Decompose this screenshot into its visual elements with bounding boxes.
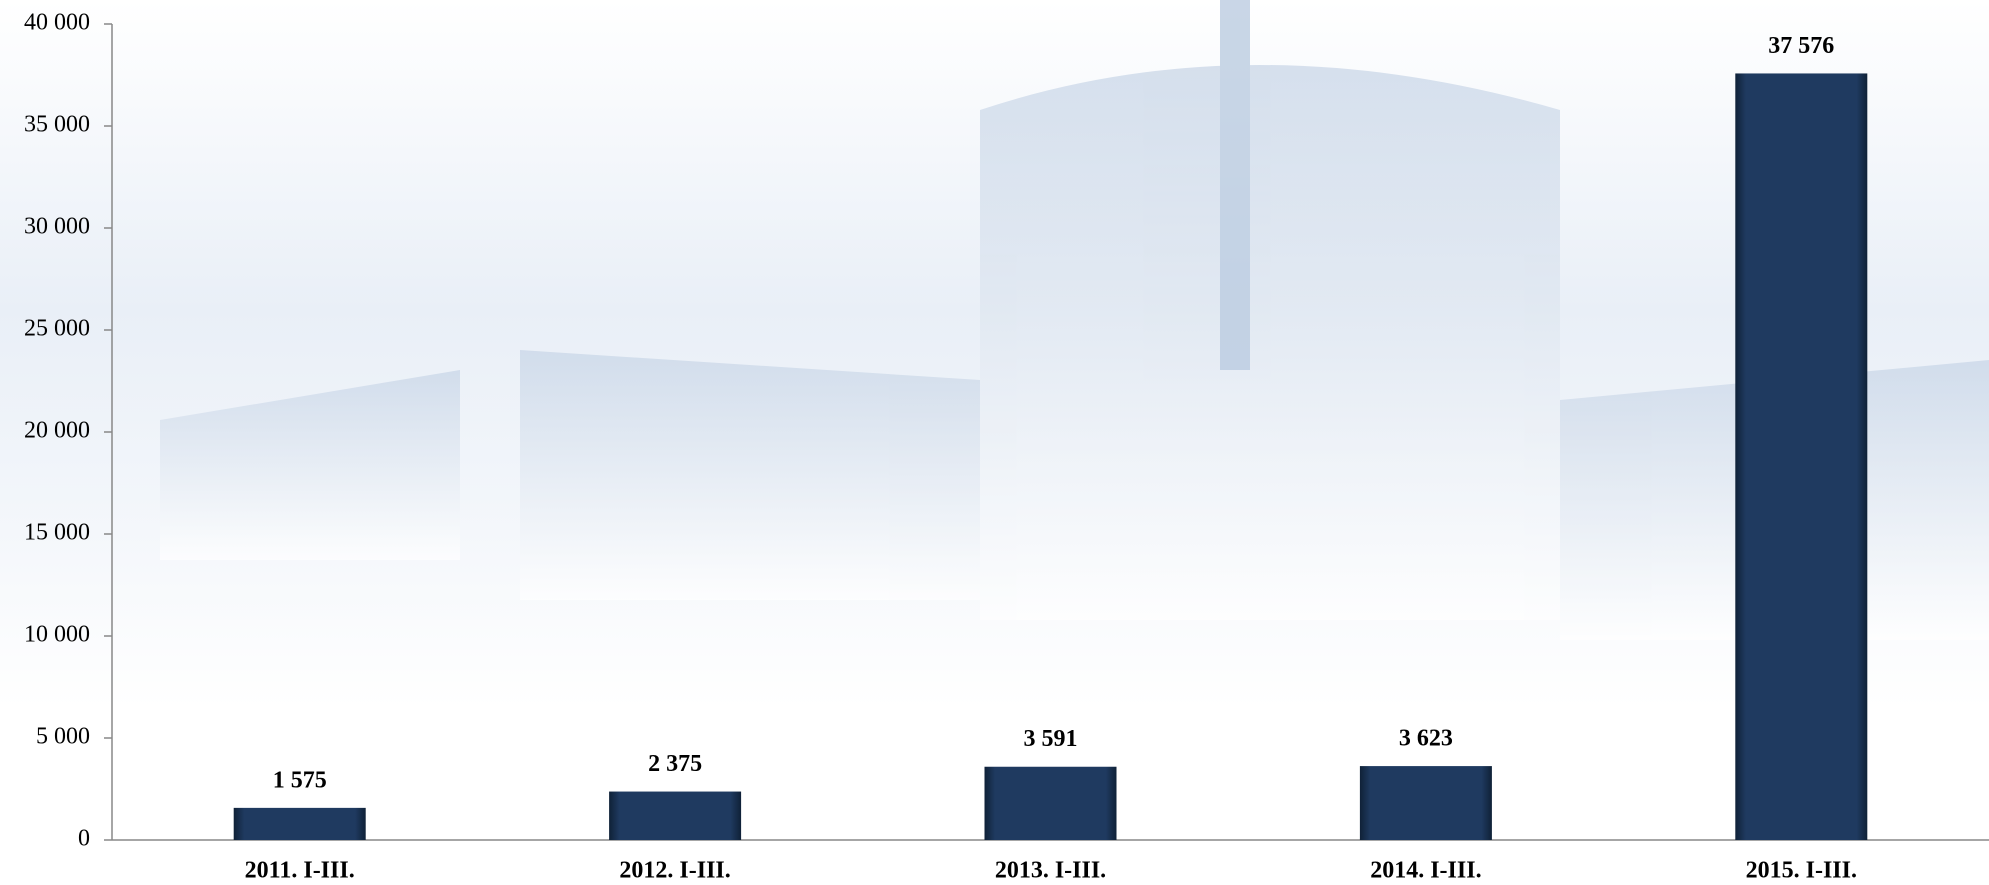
y-tick-label: 35 000 bbox=[24, 112, 90, 138]
bar bbox=[1735, 73, 1868, 841]
y-tick-label: 40 000 bbox=[24, 10, 90, 36]
y-tick-label: 10 000 bbox=[24, 622, 90, 648]
data-label: 3 623 bbox=[1399, 726, 1453, 752]
bar bbox=[1359, 766, 1492, 840]
x-tick-label: 2011. I-III. bbox=[245, 858, 355, 884]
y-tick-label: 25 000 bbox=[24, 316, 90, 342]
y-tick-label: 0 bbox=[78, 826, 90, 852]
y-tick-label: 5 000 bbox=[36, 724, 90, 750]
bar bbox=[984, 766, 1117, 840]
y-tick-label: 30 000 bbox=[24, 214, 90, 240]
y-tick-label: 20 000 bbox=[24, 418, 90, 444]
bar bbox=[609, 791, 742, 840]
y-tick-label: 15 000 bbox=[24, 520, 90, 546]
data-label: 3 591 bbox=[1024, 726, 1078, 752]
x-tick-label: 2015. I-III. bbox=[1746, 858, 1857, 884]
x-tick-label: 2014. I-III. bbox=[1370, 858, 1481, 884]
data-label: 37 576 bbox=[1768, 33, 1834, 59]
bar bbox=[233, 807, 366, 840]
background-building bbox=[160, 0, 1989, 640]
x-tick-label: 2012. I-III. bbox=[619, 858, 730, 884]
x-tick-label: 2013. I-III. bbox=[995, 858, 1106, 884]
data-label: 1 575 bbox=[273, 767, 327, 793]
data-label: 2 375 bbox=[648, 751, 702, 777]
